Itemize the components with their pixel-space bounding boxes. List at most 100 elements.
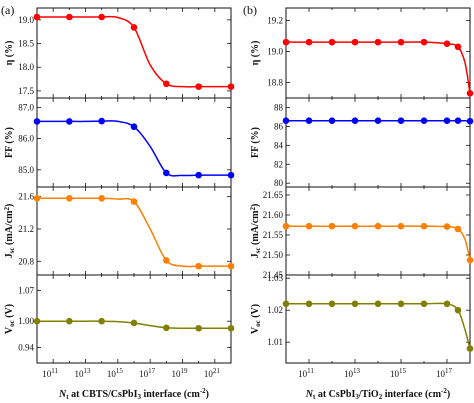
y-axis-label: FF (%) xyxy=(4,127,15,158)
y-axis-label: η (%) xyxy=(4,41,15,66)
data-point xyxy=(163,324,170,332)
data-point xyxy=(130,198,138,205)
y-axis-label: Jsc (mA/cm2) xyxy=(3,204,16,259)
data-point xyxy=(33,317,41,325)
y-axis-label-part: 2 xyxy=(3,207,11,211)
y-axis-label-part: J xyxy=(4,253,15,258)
y-tick-label: 21.2 xyxy=(18,224,34,234)
x-tick-base: 10 xyxy=(298,369,308,379)
data-point xyxy=(195,262,202,270)
y-axis-label: FF (%) xyxy=(250,127,261,158)
data-point xyxy=(66,13,73,21)
y-tick-label: 21.50 xyxy=(263,250,284,260)
data-point xyxy=(374,222,382,230)
data-point xyxy=(282,222,290,230)
y-tick-label: 20.8 xyxy=(18,256,34,266)
x-tick-label: 1013 xyxy=(75,367,92,379)
data-point xyxy=(466,256,474,264)
x-axis-label-part: interface (cm xyxy=(141,389,201,400)
data-point xyxy=(420,222,428,230)
y-axis-label: η (%) xyxy=(250,41,261,66)
y-tick-label: 18.5 xyxy=(18,39,34,49)
x-tick-label: 1011 xyxy=(298,367,314,379)
y-axis-label: Voc (V) xyxy=(4,304,16,334)
data-point xyxy=(454,225,462,233)
data-point xyxy=(98,317,105,325)
y-axis-label-part: oc xyxy=(254,320,262,327)
data-point xyxy=(328,222,336,230)
y-tick-label: 85.0 xyxy=(18,165,34,175)
data-point xyxy=(443,40,451,47)
x-axis-label-part: -2 xyxy=(200,387,206,395)
x-tick-exponent: 17 xyxy=(445,367,453,375)
x-axis-label-part: t xyxy=(66,393,69,401)
y-tick-label: 1.00 xyxy=(18,316,34,326)
y-axis-label-part: (V) xyxy=(4,304,15,320)
x-tick-exponent: 15 xyxy=(399,367,407,375)
x-tick-label: 1015 xyxy=(390,367,407,379)
x-axis-label-part: t xyxy=(313,393,316,401)
x-tick-base: 10 xyxy=(75,369,85,379)
x-axis-label-part: ) xyxy=(447,389,450,400)
data-point xyxy=(282,117,290,125)
y-tick-label: 19.0 xyxy=(267,46,283,56)
data-point xyxy=(227,83,235,90)
data-point xyxy=(282,38,290,46)
y-tick-label: 87.0 xyxy=(18,102,34,112)
panel-label: (b) xyxy=(243,3,257,17)
x-axis-label-part: -2 xyxy=(441,387,447,395)
y-tick-label: 1.02 xyxy=(267,305,283,315)
data-point xyxy=(420,117,428,125)
x-tick-base: 10 xyxy=(436,369,446,379)
data-point xyxy=(33,118,41,125)
y-tick-label: 21.55 xyxy=(263,230,284,240)
subplot-1: 85.0 86.0 87.0 FF (%) xyxy=(4,97,235,188)
x-tick-base: 10 xyxy=(42,369,52,379)
data-point xyxy=(33,13,41,21)
data-point xyxy=(163,257,170,264)
y-axis-label-part: FF (%) xyxy=(4,127,15,158)
data-point xyxy=(195,171,202,179)
y-axis-label-part: ) xyxy=(250,204,261,207)
series-line xyxy=(286,302,471,349)
y-tick-label: 17.5 xyxy=(18,86,34,96)
data-point xyxy=(351,300,359,308)
y-axis-label-part: (mA/cm xyxy=(4,210,15,248)
data-point xyxy=(305,117,313,125)
x-tick-label: 1011 xyxy=(42,367,58,379)
x-axis-label: Nt at CsPbI3/TiO2 interface (cm-2) xyxy=(305,387,450,401)
x-tick-base: 10 xyxy=(390,369,400,379)
data-point xyxy=(351,222,359,230)
data-point xyxy=(420,300,428,308)
y-tick-label: 1.03 xyxy=(267,273,283,283)
data-point xyxy=(397,300,405,308)
data-point xyxy=(443,300,451,308)
subplot-1: 80 82 84 86 88 FF (%) xyxy=(250,97,474,188)
y-axis-label-part: η (%) xyxy=(250,41,261,66)
data-point xyxy=(454,117,462,125)
data-point xyxy=(66,195,73,202)
subplot-0: 17.5 18.0 18.5 19.0 η (%) xyxy=(4,7,235,99)
y-tick-label: 21.65 xyxy=(263,190,284,200)
series-line xyxy=(286,225,471,261)
data-point xyxy=(454,306,462,314)
x-axis-label-part: /TiO xyxy=(358,389,379,400)
y-axis-label-part: FF (%) xyxy=(250,127,261,158)
panel-label: (a) xyxy=(1,3,14,17)
y-tick-label: 84 xyxy=(274,140,284,150)
plot-frame xyxy=(36,7,232,99)
x-tick-label: 1017 xyxy=(139,367,156,379)
data-point xyxy=(454,43,462,51)
y-tick-label: 86 xyxy=(274,121,284,131)
data-point xyxy=(374,38,382,46)
y-axis-label-part: η (%) xyxy=(4,41,15,66)
y-tick-label: 18.8 xyxy=(267,77,283,87)
data-point xyxy=(466,117,474,125)
data-point xyxy=(227,324,235,332)
x-axis-label-part: 2 xyxy=(379,393,383,401)
data-point xyxy=(163,80,170,88)
data-point xyxy=(227,262,235,270)
